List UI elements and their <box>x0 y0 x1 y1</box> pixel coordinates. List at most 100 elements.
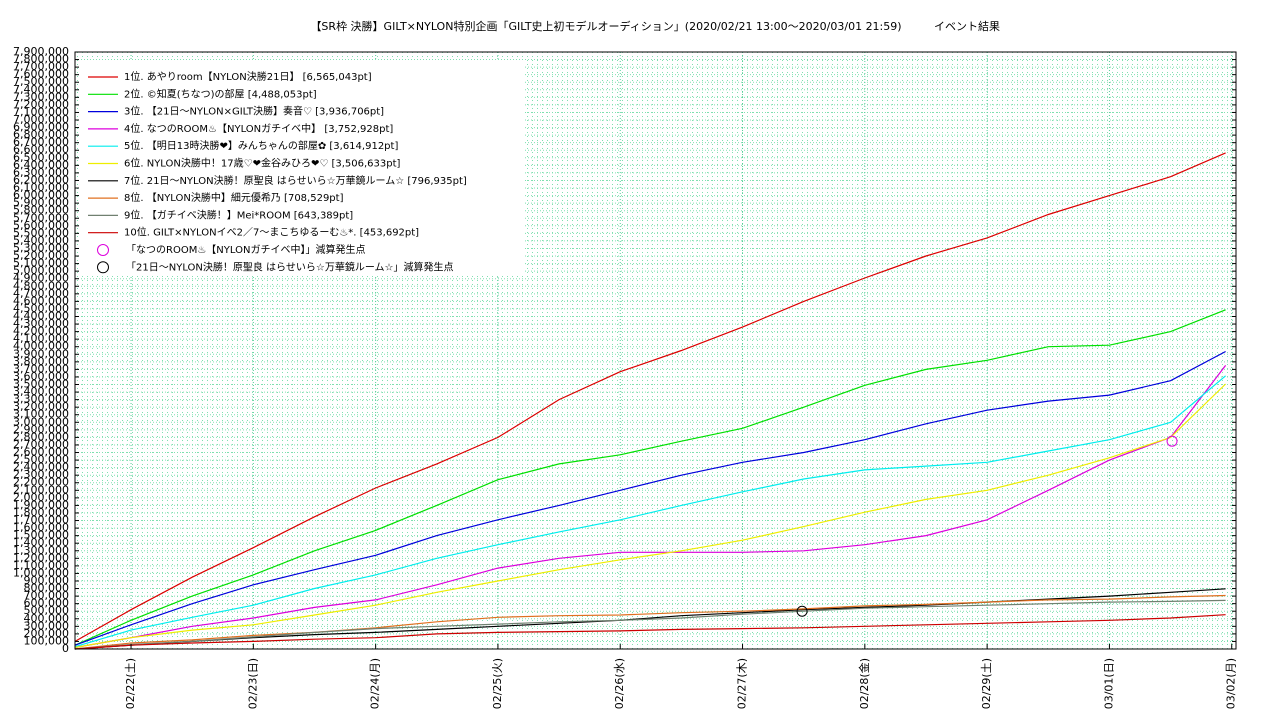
y-tick-label: 1,100,000 <box>13 559 69 572</box>
y-tick-label: 3,300,000 <box>13 393 69 406</box>
y-tick-label: 5,200,000 <box>13 249 69 262</box>
y-tick-label: 1,400,000 <box>13 536 69 549</box>
y-tick-label: 7,700,000 <box>13 60 69 73</box>
x-tick-label: 02/29(土) <box>980 658 993 709</box>
chart-title: 【SR枠 決勝】GILT×NYLON特別企画「GILT史上初モデルオーディション… <box>310 19 901 33</box>
y-tick-label: 2,800,000 <box>13 430 69 443</box>
y-tick-label: 3,900,000 <box>13 347 69 360</box>
legend-label: 「なつのROOM♨【NYLONガチイベ中】」減算発生点 <box>126 243 365 256</box>
y-tick-label: 5,500,000 <box>13 226 69 239</box>
y-tick-label: 6,500,000 <box>13 151 69 164</box>
series-line <box>74 594 1226 650</box>
legend-box <box>80 60 525 275</box>
series-line <box>74 588 1226 650</box>
y-tick-label: 2,100,000 <box>13 483 69 496</box>
y-tick-label: 4,000,000 <box>13 340 69 353</box>
y-tick-label: 4,400,000 <box>13 309 69 322</box>
y-tick-label: 2,300,000 <box>13 468 69 481</box>
y-tick-label: 2,600,000 <box>13 446 69 459</box>
y-tick-label: 6,200,000 <box>13 173 69 186</box>
legend-label: 3位. 【21日〜NYLON×GILT決勝】奏音♡ [3,936,706pt] <box>124 105 384 118</box>
y-tick-label: 2,900,000 <box>13 423 69 436</box>
legend-label: 7位. 21日〜NYLON決勝！原聖良 はらせいら☆万華鏡ルーム☆ [796,9… <box>124 174 467 187</box>
legend-marker <box>97 244 109 256</box>
y-tick-label: 100,000 <box>24 634 70 647</box>
legend: 1位. あやりroom【NYLON決勝21日】 [6,565,043pt] 2位.… <box>88 70 467 274</box>
y-tick-label: 0 <box>62 642 69 655</box>
y-tick-label: 4,100,000 <box>13 332 69 345</box>
y-tick-label: 1,900,000 <box>13 498 69 511</box>
series-line <box>74 614 1226 650</box>
y-tick-label: 6,400,000 <box>13 158 69 171</box>
legend-label: 6位. NYLON決勝中！17歳♡❤金谷みひろ❤♡ [3,506,633pt] <box>124 157 401 170</box>
y-tick-label: 4,300,000 <box>13 317 69 330</box>
y-tick-label: 2,500,000 <box>13 453 69 466</box>
legend-label: 5位. 【明日13時決勝❤】みんちゃんの部屋✿ [3,614,912pt] <box>124 139 398 152</box>
y-tick-label: 3,700,000 <box>13 362 69 375</box>
y-tick-label: 800,000 <box>24 582 70 595</box>
legend-label: 9位. 【ガチイベ決勝！】Mei*ROOM [643,389pt] <box>124 208 353 221</box>
legend-label: 4位. なつのROOM♨【NYLONガチイベ中】 [3,752,928pt] <box>124 122 393 135</box>
y-tick-label: 6,300,000 <box>13 166 69 179</box>
x-tick-label: 02/22(土) <box>124 658 137 709</box>
y-tick-label: 300,000 <box>24 619 70 632</box>
x-tick-label: 02/26(水) <box>613 658 626 709</box>
y-tick-label: 5,300,000 <box>13 241 69 254</box>
legend-label: 「21日〜NYLON決勝！原聖良 はらせいら☆万華鏡ルーム☆」減算発生点 <box>126 260 454 273</box>
y-tick-label: 6,800,000 <box>13 128 69 141</box>
legend-label: 2位. ©知夏(ちなつ)の部屋 [4,488,053pt] <box>124 87 317 100</box>
y-tick-label: 4,200,000 <box>13 325 69 338</box>
y-tick-label: 7,000,000 <box>13 113 69 126</box>
y-tick-label: 2,700,000 <box>13 438 69 451</box>
x-tick-label: 03/02(月) <box>1225 658 1238 709</box>
x-tick-label: 03/01(日) <box>1102 658 1115 709</box>
y-tick-label: 6,600,000 <box>13 143 69 156</box>
y-tick-label: 6,900,000 <box>13 121 69 134</box>
y-tick-label: 5,000,000 <box>13 264 69 277</box>
y-tick-label: 5,400,000 <box>13 234 69 247</box>
y-tick-label: 4,900,000 <box>13 272 69 285</box>
y-tick-label: 1,500,000 <box>13 529 69 542</box>
y-tick-label: 7,800,000 <box>13 53 69 66</box>
x-tick-label: 02/25(火) <box>491 658 504 709</box>
y-tick-label: 3,600,000 <box>13 370 69 383</box>
y-tick-label: 5,100,000 <box>13 257 69 270</box>
y-tick-label: 600,000 <box>24 597 70 610</box>
y-tick-label: 3,800,000 <box>13 355 69 368</box>
series-line <box>74 309 1226 646</box>
annotation-marker <box>796 605 808 617</box>
x-tick-label: 02/24(月) <box>369 658 382 709</box>
x-tick-label: 02/28(金) <box>857 658 871 709</box>
series-line <box>74 350 1226 646</box>
plot <box>74 152 1227 650</box>
y-tick-label: 7,200,000 <box>13 98 69 111</box>
y-tick-label: 3,200,000 <box>13 400 69 413</box>
y-tick-label: 4,700,000 <box>13 287 69 300</box>
y-tick-label: 7,900,000 <box>13 45 69 58</box>
y-tick-label: 700,000 <box>24 589 70 602</box>
y-tick-label: 2,200,000 <box>13 476 69 489</box>
series-line <box>74 152 1226 642</box>
legend-label: 1位. あやりroom【NYLON決勝21日】 [6,565,043pt] <box>124 70 372 83</box>
y-tick-label: 400,000 <box>24 612 70 625</box>
y-tick-label: 1,800,000 <box>13 506 69 519</box>
x-tick-label: 02/27(木) <box>736 658 749 709</box>
y-tick-label: 500,000 <box>24 604 70 617</box>
x-tick-label: 02/23(日) <box>246 658 259 709</box>
y-tick-label: 200,000 <box>24 627 70 640</box>
y-tick-label: 1,200,000 <box>13 551 69 564</box>
series-line <box>74 383 1227 649</box>
y-tick-label: 900,000 <box>24 574 70 587</box>
y-tick-label: 3,100,000 <box>13 408 69 421</box>
y-tick-label: 1,600,000 <box>13 521 69 534</box>
y-tick-label: 5,900,000 <box>13 196 69 209</box>
y-tick-label: 6,000,000 <box>13 189 69 202</box>
plot-frame <box>74 51 1237 650</box>
y-tick-label: 7,300,000 <box>13 90 69 103</box>
y-tick-label: 7,600,000 <box>13 68 69 81</box>
series-line <box>74 365 1227 649</box>
y-tick-label: 1,000,000 <box>13 566 69 579</box>
y-tick-label: 4,600,000 <box>13 294 69 307</box>
y-tick-label: 7,400,000 <box>13 83 69 96</box>
y-tick-label: 3,500,000 <box>13 378 69 391</box>
